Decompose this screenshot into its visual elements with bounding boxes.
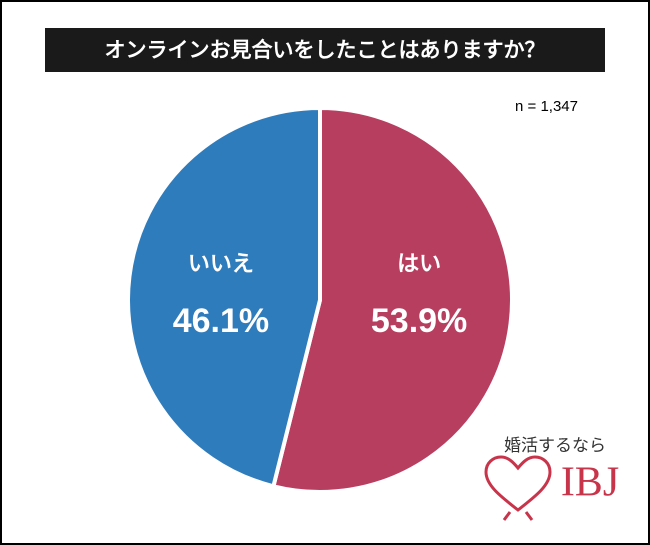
- title-box: [45, 28, 605, 72]
- logo-name: IBJ: [561, 460, 619, 506]
- slice-label: いいえ: [188, 252, 254, 277]
- pie-slice: [270, 105, 514, 494]
- value-label: 53.9%: [371, 302, 467, 340]
- pie-slice: [126, 105, 322, 489]
- value-label: 46.1%: [173, 302, 269, 340]
- logo-heart: [484, 455, 552, 521]
- pie: はい 53.9% いいえ 46.1%: [126, 105, 514, 494]
- chart-title: オンラインお見合いをしたことはありますか？: [105, 38, 546, 62]
- sample-note: n = 1,347: [515, 98, 578, 115]
- logo-tagline: 婚活するなら: [504, 436, 606, 456]
- slice-label: はい: [397, 252, 441, 277]
